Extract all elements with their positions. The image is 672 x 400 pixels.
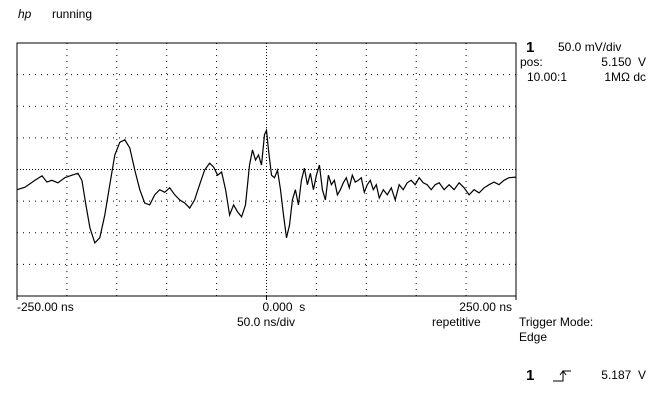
trigger-mode: Edge bbox=[519, 330, 547, 344]
waveform bbox=[16, 128, 517, 245]
x-tick-label: 0.000 s bbox=[263, 300, 306, 314]
pos-value: 5.150 V bbox=[601, 55, 646, 69]
channel-scale: 50.0 mV/div bbox=[558, 40, 621, 54]
trigger-mode-label: Trigger Mode: bbox=[519, 315, 593, 329]
x-tick-label: 250.00 ns bbox=[459, 300, 512, 314]
probe: 10.00:1 bbox=[527, 70, 567, 84]
channel-number: 1 bbox=[526, 39, 534, 56]
timebase-scale: 50.0 ns/div bbox=[237, 315, 295, 329]
trigger-level: 5.187 V bbox=[601, 368, 646, 382]
x-tick-label: -250.00 ns bbox=[17, 300, 74, 314]
brand: hp bbox=[18, 7, 32, 21]
edge-icon bbox=[553, 370, 571, 382]
status: running bbox=[52, 7, 92, 21]
trigger-source: 1 bbox=[526, 367, 534, 384]
pos-label: pos: bbox=[520, 55, 543, 69]
acquisition: repetitive bbox=[432, 315, 481, 329]
coupling: 1MΩ dc bbox=[604, 70, 646, 84]
